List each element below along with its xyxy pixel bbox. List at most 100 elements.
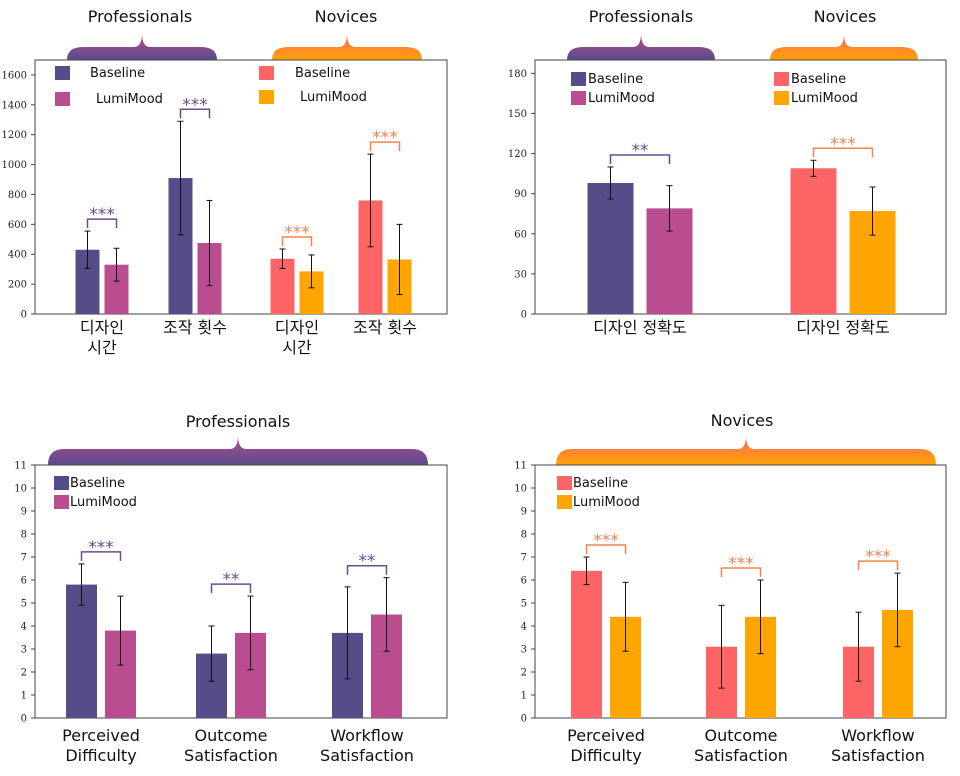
chart-panel-4: Novices 0 1 2 3 4 5 6 7 8 9 10 11 Baseline LumiMood ***…	[514, 411, 947, 765]
legend-swatch	[774, 91, 789, 105]
plot-frame	[34, 59, 448, 315]
y-tick-label: 600	[8, 220, 27, 231]
x-tick-label: 시간	[87, 338, 117, 357]
y-tick-label: 6	[21, 576, 27, 587]
y-tick-label: 8	[21, 530, 27, 541]
group-brace-professionals	[67, 33, 217, 60]
x-tick-label: 디자인 정확도	[796, 318, 889, 337]
chart-panel-1: Professionals Novices 0 200 400 600 800 1000 120…	[2, 7, 448, 357]
y-tick-label: 5	[521, 599, 527, 610]
x-tick-label: Difficulty	[65, 746, 136, 765]
y-tick-label: 9	[21, 507, 27, 518]
legend-swatch	[259, 90, 274, 104]
legend-label: Baseline	[791, 72, 846, 87]
legend-swatch	[55, 92, 70, 106]
group-label: Professionals	[88, 7, 193, 26]
legend-swatch	[557, 476, 572, 490]
x-tick-label: 디자인	[80, 318, 124, 337]
y-tick-label: 10	[514, 484, 527, 495]
x-tick-label: 시간	[282, 338, 312, 357]
y-tick-label: 60	[514, 229, 527, 240]
bar	[587, 182, 634, 314]
group-brace-professionals	[48, 435, 428, 465]
significance-bracket	[80, 551, 122, 561]
significance-label: ***	[182, 95, 208, 115]
group-brace-novices	[272, 33, 422, 60]
chart-panel-2: Professionals Novices 0 30 60 90 120 150 180 Base…	[508, 7, 947, 337]
significance-bracket	[585, 544, 627, 554]
plot-frame	[534, 59, 947, 315]
x-tick-label: 조작 횟수	[163, 318, 227, 337]
legend-label: LumiMood	[96, 92, 163, 107]
x-tick-label: 조작 횟수	[353, 318, 417, 337]
group-label: Novices	[814, 7, 877, 26]
x-tick-label: Perceived	[62, 726, 140, 745]
x-tick-label: Satisfaction	[320, 746, 414, 765]
significance-bracket	[210, 583, 252, 594]
y-tick-label: 7	[21, 553, 27, 564]
significance-bracket	[609, 154, 671, 164]
y-tick-label: 3	[21, 645, 27, 656]
legend-swatch	[557, 495, 572, 509]
y-tick-label: 1400	[2, 100, 27, 111]
legend-swatch	[571, 72, 586, 86]
significance-label: ***	[830, 134, 856, 154]
x-tick-label: Outcome	[194, 726, 267, 745]
legend-swatch	[54, 476, 69, 490]
y-tick-label: 150	[508, 109, 527, 120]
significance-bracket	[346, 564, 388, 575]
y-tick-label: 1000	[2, 160, 27, 171]
plot-frame	[534, 464, 947, 719]
y-tick-label: 90	[514, 189, 527, 200]
y-tick-label: 400	[8, 250, 27, 261]
x-tick-label: Satisfaction	[184, 746, 278, 765]
significance-label: ***	[89, 205, 115, 225]
y-tick-label: 2	[521, 668, 527, 679]
y-tick-label: 180	[508, 69, 527, 80]
x-tick-label: Workflow	[330, 726, 403, 745]
bar	[790, 168, 837, 314]
significance-label: **	[359, 552, 376, 572]
legend-label: LumiMood	[573, 495, 640, 510]
y-tick-label: 3	[521, 645, 527, 656]
legend-label: Baseline	[90, 66, 145, 81]
group-label: Novices	[711, 411, 774, 430]
x-tick-label: Outcome	[704, 726, 777, 745]
legend-swatch	[259, 66, 274, 80]
significance-bracket	[281, 236, 313, 247]
legend-label: Baseline	[588, 72, 643, 87]
x-tick-label: Workflow	[841, 726, 914, 745]
significance-label: ***	[88, 538, 114, 558]
x-tick-label: Perceived	[567, 726, 645, 745]
group-brace-novices	[770, 33, 918, 60]
bar	[66, 584, 97, 718]
y-tick-label: 1200	[2, 130, 27, 141]
significance-bracket	[720, 567, 762, 577]
bar	[571, 570, 602, 718]
y-tick-label: 11	[514, 461, 527, 472]
significance-bracket	[369, 141, 401, 152]
legend-label: LumiMood	[791, 91, 858, 106]
y-tick-label: 7	[521, 553, 527, 564]
x-tick-label: Difficulty	[570, 746, 641, 765]
y-tick-label: 2	[21, 668, 27, 679]
y-tick-label: 1	[521, 691, 527, 702]
significance-label: ***	[284, 223, 310, 243]
legend-label: Baseline	[573, 476, 628, 491]
x-tick-label: 디자인 정확도	[593, 318, 686, 337]
legend-label: LumiMood	[70, 495, 137, 510]
group-label: Professionals	[589, 7, 694, 26]
significance-label: ***	[728, 554, 754, 574]
y-tick-label: 6	[521, 576, 527, 587]
y-tick-label: 9	[521, 507, 527, 518]
group-brace-novices	[556, 435, 936, 465]
legend-swatch	[571, 91, 586, 105]
y-tick-label: 4	[521, 622, 527, 633]
significance-label: ***	[593, 531, 619, 551]
group-brace-professionals	[567, 33, 715, 60]
legend-swatch	[54, 495, 69, 509]
y-tick-label: 1	[21, 691, 27, 702]
y-tick-label: 200	[8, 280, 27, 291]
x-tick-label: Satisfaction	[694, 746, 788, 765]
